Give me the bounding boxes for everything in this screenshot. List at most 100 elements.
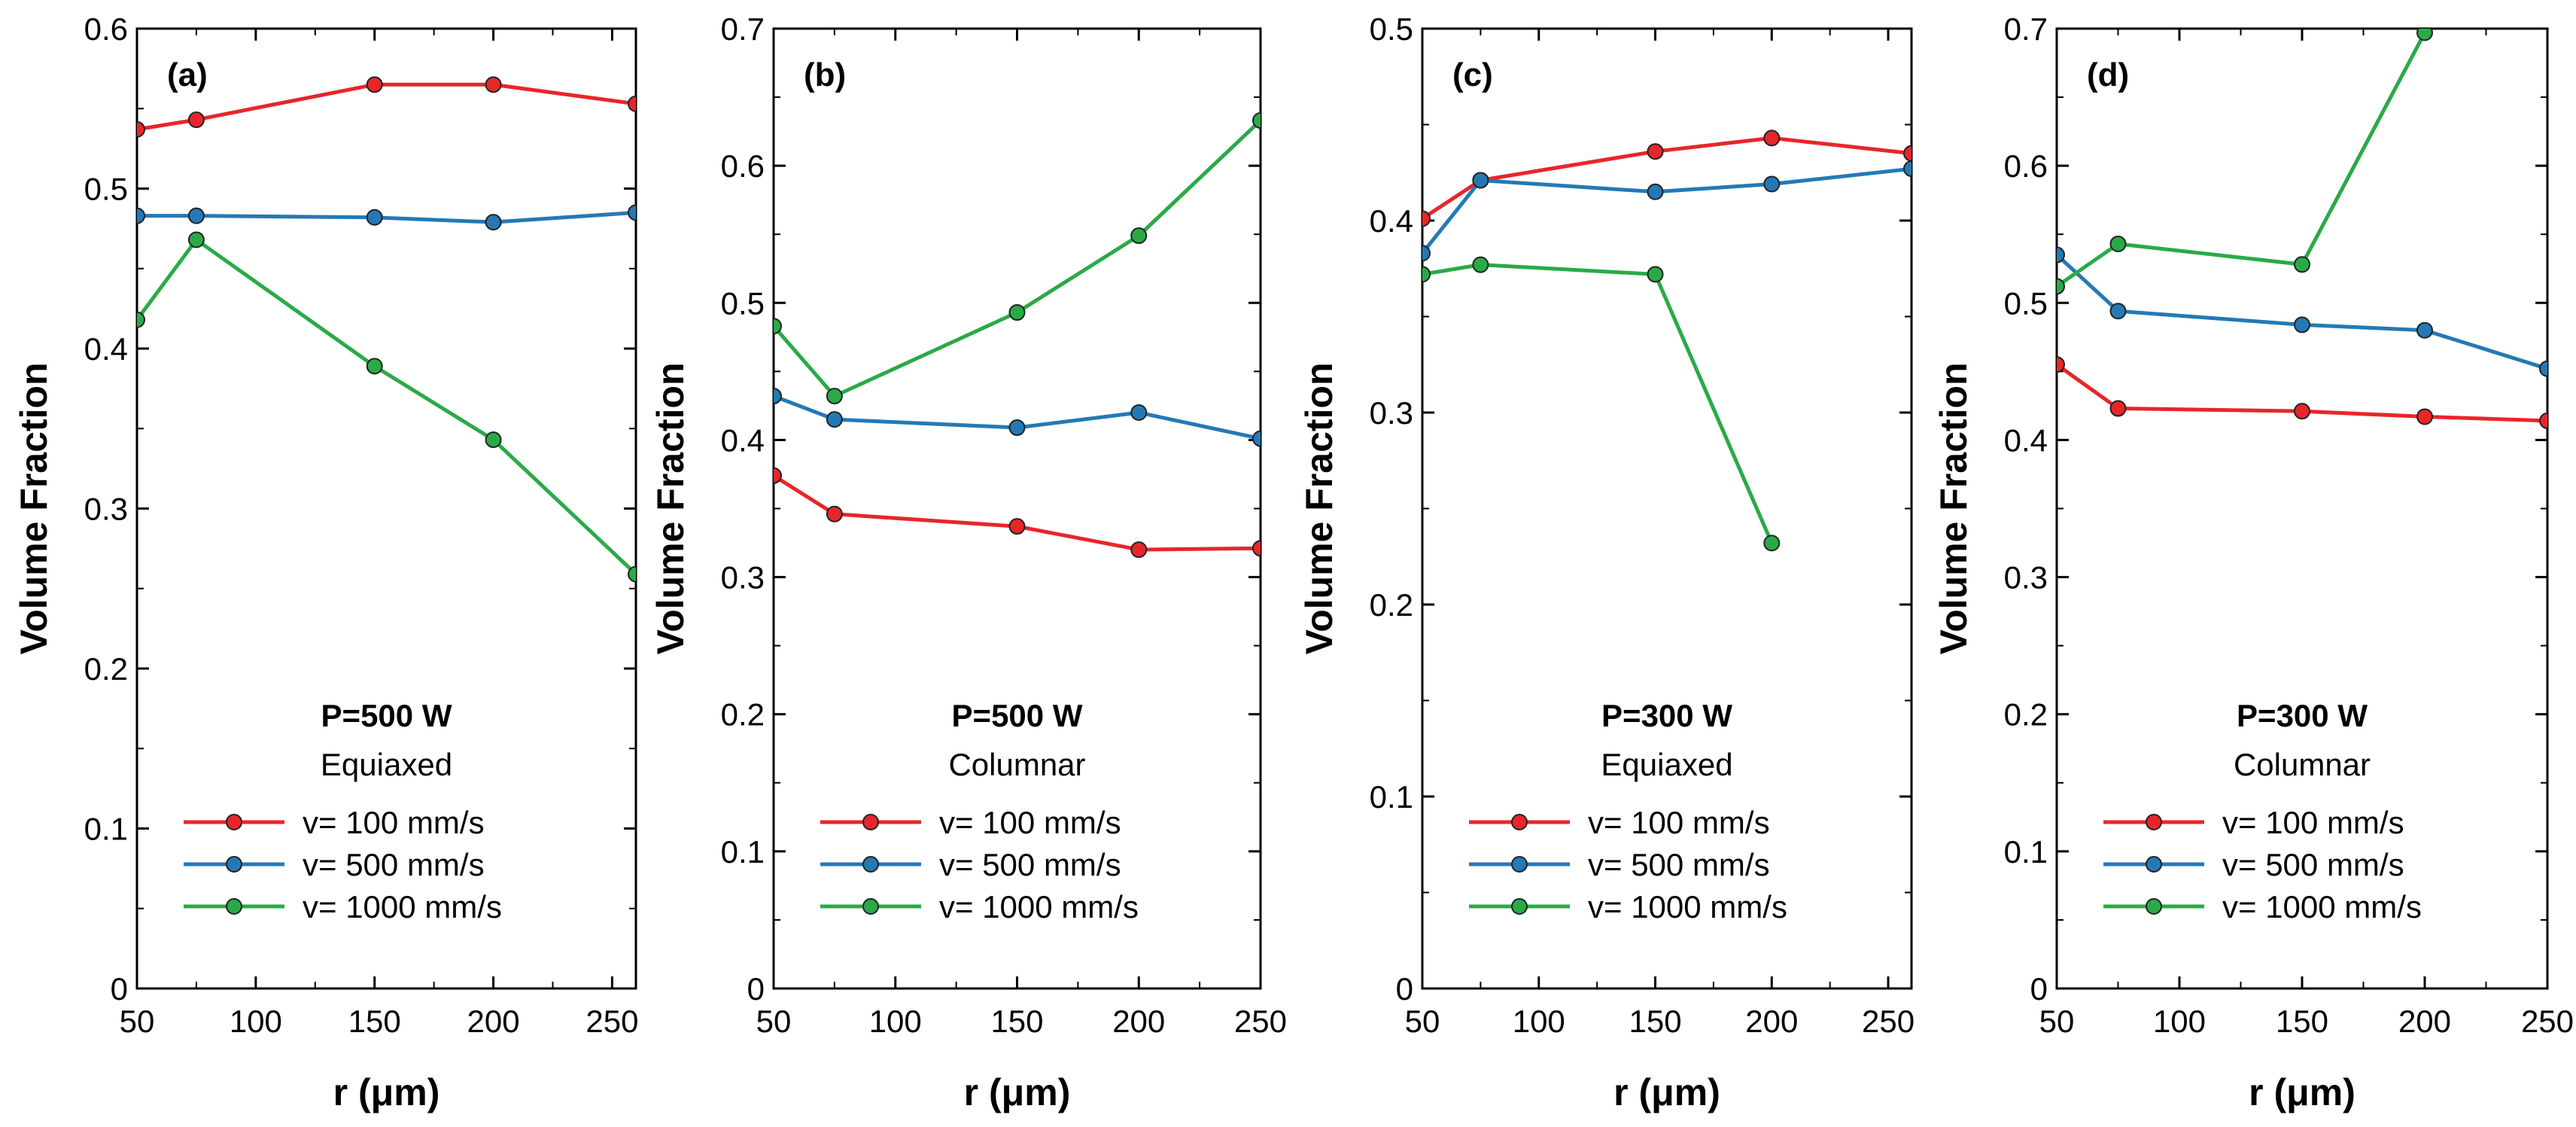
x-tick-label: 150 xyxy=(2276,1004,2328,1039)
x-tick-label: 200 xyxy=(1112,1004,1165,1039)
x-tick-label: 50 xyxy=(120,1004,155,1039)
x-tick-label: 50 xyxy=(756,1004,792,1039)
legend-label-2: v= 500 mm/s xyxy=(1588,847,1770,882)
legend-label-2: v= 500 mm/s xyxy=(303,847,485,882)
series-line-3 xyxy=(774,119,1261,398)
x-tick-label: 200 xyxy=(467,1004,520,1039)
x-tick-label: 100 xyxy=(2153,1004,2206,1039)
data-point xyxy=(1130,227,1148,245)
y-tick-label: 0.4 xyxy=(84,331,128,367)
x-tick-label: 200 xyxy=(1745,1004,1798,1039)
data-point xyxy=(826,411,843,428)
y-axis-title: Volume Fraction xyxy=(13,362,55,654)
data-point xyxy=(826,505,843,522)
data-point xyxy=(774,318,782,335)
y-tick-label: 0.4 xyxy=(2004,422,2048,458)
legend-subtitle: Columnar xyxy=(948,747,1085,782)
x-axis-title: r (μm) xyxy=(1613,1071,1720,1113)
x-axis-title: r (μm) xyxy=(2249,1071,2356,1113)
legend-subtitle: Equiaxed xyxy=(1601,747,1732,782)
y-tick-label: 0.1 xyxy=(721,834,765,870)
data-point xyxy=(628,95,636,112)
legend-subtitle: Equiaxed xyxy=(321,747,452,782)
y-tick-label: 0.3 xyxy=(1370,395,1413,431)
legend-marker-1 xyxy=(2146,814,2162,830)
data-point xyxy=(485,76,502,93)
x-tick-label: 250 xyxy=(1234,1004,1287,1039)
y-tick-label: 0.4 xyxy=(721,422,765,458)
data-point xyxy=(1130,404,1148,421)
plot-frame xyxy=(2055,27,2549,990)
y-tick-label: 0.2 xyxy=(84,651,128,687)
y-tick-label: 0 xyxy=(747,971,765,1007)
series-line-3 xyxy=(137,238,636,576)
y-axis-title: Volume Fraction xyxy=(1298,362,1340,654)
legend-label-2: v= 500 mm/s xyxy=(939,847,1121,882)
data-point xyxy=(2057,356,2065,373)
data-point xyxy=(187,111,205,129)
legend-label-1: v= 100 mm/s xyxy=(939,805,1121,840)
data-point xyxy=(366,209,383,226)
data-point xyxy=(137,311,145,328)
data-point xyxy=(366,76,383,93)
data-point xyxy=(2109,400,2127,417)
x-tick-label: 100 xyxy=(1513,1004,1565,1039)
x-tick-label: 150 xyxy=(1629,1004,1681,1039)
legend-marker-3 xyxy=(1511,898,1528,915)
data-point xyxy=(1763,175,1781,193)
panel-label: (c) xyxy=(1452,56,1493,93)
data-point xyxy=(137,207,145,224)
y-tick-label: 0.2 xyxy=(721,697,765,733)
series-group xyxy=(2057,29,2547,429)
y-axis-title: Volume Fraction xyxy=(1933,362,1975,654)
series-line-3 xyxy=(1422,263,1774,544)
y-tick-label: 0.1 xyxy=(84,812,128,847)
data-point xyxy=(1903,145,1911,162)
data-point xyxy=(2539,412,2547,429)
series-line-2 xyxy=(137,210,636,224)
y-tick-label: 0.1 xyxy=(2004,834,2048,870)
legend-label-3: v= 1000 mm/s xyxy=(2222,889,2422,924)
y-tick-label: 0.6 xyxy=(721,148,765,184)
y-tick-label: 0 xyxy=(111,971,128,1007)
data-point xyxy=(1472,256,1489,273)
y-tick-label: 0.4 xyxy=(1370,203,1413,239)
y-tick-label: 0.5 xyxy=(84,172,128,207)
data-point xyxy=(1422,266,1431,283)
data-point xyxy=(826,388,843,405)
x-tick-label: 150 xyxy=(990,1004,1043,1039)
legend-title: P=300 W xyxy=(1601,698,1732,733)
legend-marker-1 xyxy=(226,814,242,830)
y-tick-label: 0.3 xyxy=(721,560,765,595)
legend-marker-3 xyxy=(2146,898,2162,915)
series-line-3 xyxy=(2057,32,2427,288)
x-tick-label: 250 xyxy=(1862,1004,1915,1039)
legend-label-2: v= 500 mm/s xyxy=(2222,847,2404,882)
data-point xyxy=(1647,266,1664,283)
data-point xyxy=(774,388,782,405)
legend-title: P=300 W xyxy=(2237,698,2368,733)
data-point xyxy=(628,565,636,583)
data-point xyxy=(628,204,636,221)
data-point xyxy=(2539,360,2547,377)
chart-panel-1: 0 0.1 0.2 0.3 0.4 0.5 0.6 50 100 150 200 250 r (μm) V… xyxy=(13,11,638,1113)
legend-title: P=500 W xyxy=(952,698,1083,733)
data-point xyxy=(2416,408,2433,425)
plot-frame xyxy=(772,27,1262,990)
data-point xyxy=(1422,210,1431,227)
legend-label-1: v= 100 mm/s xyxy=(303,805,485,840)
legend-marker-3 xyxy=(862,898,879,915)
legend-marker-1 xyxy=(862,814,879,830)
data-point xyxy=(1903,160,1911,178)
y-tick-label: 0.6 xyxy=(84,11,128,47)
x-tick-label: 250 xyxy=(2521,1004,2574,1039)
data-point xyxy=(1008,304,1026,321)
data-point xyxy=(1252,112,1261,129)
data-point xyxy=(1472,172,1489,189)
y-tick-label: 0.3 xyxy=(84,492,128,527)
data-point xyxy=(1008,419,1026,437)
y-tick-label: 0.7 xyxy=(2004,11,2048,47)
data-point xyxy=(1252,430,1261,447)
data-point xyxy=(187,231,205,248)
